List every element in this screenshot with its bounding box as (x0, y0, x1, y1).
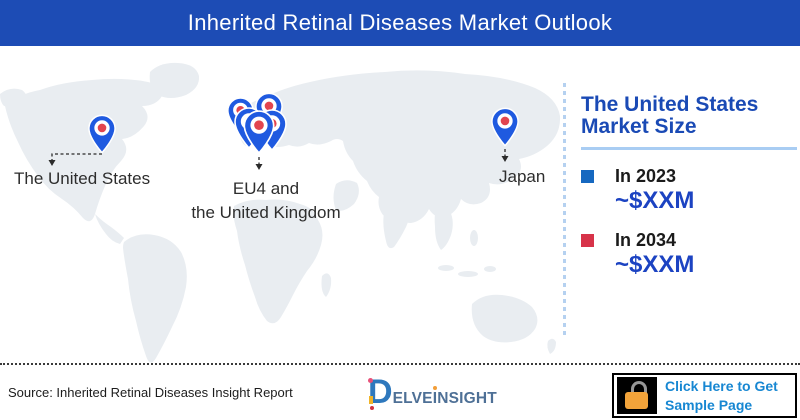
market-item-2023: In 2023 ~$XXM (581, 166, 797, 214)
market-size-panel: The United States Market Size In 2023 ~$… (581, 94, 797, 278)
world-map (0, 62, 561, 363)
panel-title-line2: Market Size (581, 115, 697, 138)
market-item-2034: In 2034 ~$XXM (581, 230, 797, 278)
label-eu4-line1: EU4 and (232, 179, 300, 198)
bullet-red-square (581, 233, 594, 247)
source-text: Source: Inherited Retinal Diseases Insig… (8, 385, 293, 400)
logo-dotted-i: I (432, 390, 438, 407)
map-pin-eu-5 (243, 110, 275, 154)
logo-wordmark: ELVEINSIGHT (392, 390, 497, 407)
logo-d-mark: D (368, 375, 393, 410)
header-bar: Inherited Retinal Diseases Market Outloo… (0, 0, 800, 46)
map-pin-us (88, 114, 116, 154)
label-japan: Japan (499, 167, 546, 186)
period-2023: In 2023 (615, 165, 677, 186)
logo-yellow-bar (369, 396, 373, 404)
delveinsight-logo: D ELVEINSIGHT (368, 375, 497, 410)
footer-bar: Source: Inherited Retinal Diseases Insig… (0, 363, 800, 420)
panel-title-line1: The United States (581, 93, 759, 116)
map-pin-japan (491, 107, 519, 147)
label-eu4-uk: EU4 and the United Kingdom (175, 177, 357, 225)
logo-pink-dot (368, 378, 373, 383)
label-united-states: The United States (14, 169, 151, 188)
value-2023: ~$XXM (615, 186, 695, 214)
value-2034: ~$XXM (615, 250, 695, 278)
get-sample-page-button[interactable]: Click Here to Get Sample Page (612, 373, 797, 418)
period-2034: In 2034 (615, 229, 677, 250)
panel-title: The United States Market Size (581, 94, 797, 138)
logo-red-dot (370, 406, 374, 410)
open-padlock-icon (617, 377, 657, 414)
bullet-blue-square (581, 169, 594, 183)
vertical-dashed-divider (563, 83, 566, 335)
page-title: Inherited Retinal Diseases Market Outloo… (187, 10, 613, 35)
main-area: The United States EU4 and the United Kin… (0, 46, 800, 363)
panel-title-underline (581, 147, 797, 150)
cta-label: Click Here to Get Sample Page (665, 377, 778, 413)
label-eu4-line2: the United Kingdom (191, 203, 341, 222)
